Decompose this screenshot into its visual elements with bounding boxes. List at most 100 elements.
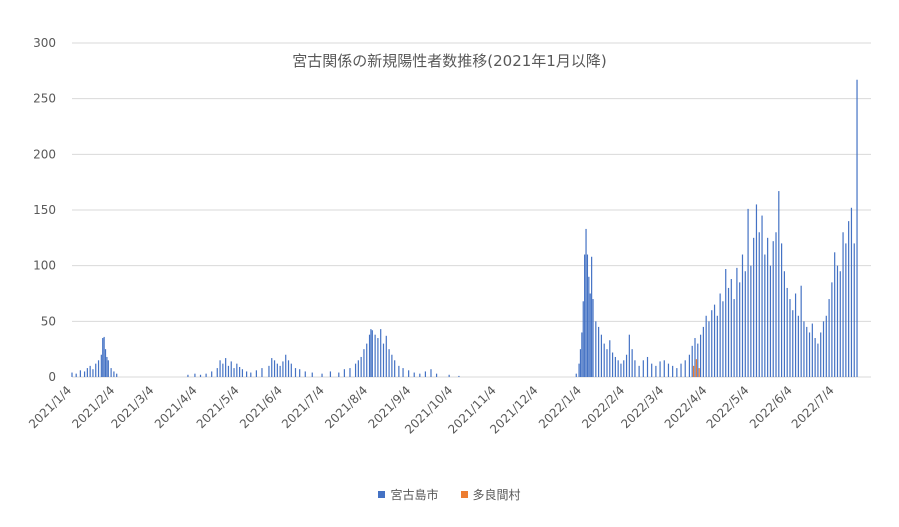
bar-s0-124 <box>699 334 702 377</box>
bar-s0-35 <box>255 370 257 377</box>
bar-s0-93 <box>595 321 597 377</box>
bar-s0-103 <box>623 360 625 377</box>
bar-s0-6 <box>92 369 94 377</box>
bar-s0-2 <box>79 370 81 377</box>
bar-s0-16 <box>113 371 115 377</box>
bar-s0-144 <box>755 204 758 377</box>
bar-s0-63 <box>374 334 376 377</box>
bar-s0-114 <box>663 360 665 377</box>
chart-title: 宮古関係の新規陽性者数推移(2021年1月以降) <box>292 52 607 70</box>
bar-s0-135 <box>730 279 732 377</box>
bar-s0-132 <box>722 301 724 377</box>
bar-s0-152 <box>778 191 780 377</box>
bar-s0-146 <box>761 215 763 377</box>
bar-s0-104 <box>625 354 628 377</box>
bar-s0-74 <box>413 372 415 377</box>
bar-s0-86 <box>584 254 586 377</box>
bar-s0-3 <box>83 371 86 377</box>
bar-s0-45 <box>290 363 292 377</box>
bar-s0-98 <box>609 340 611 377</box>
x-tick-label-16: 2022/5/4 <box>704 383 752 431</box>
bar-s0-34 <box>250 372 252 377</box>
bar-s0-69 <box>391 354 393 377</box>
bar-s0-68 <box>388 349 390 377</box>
x-tick-label-12: 2022/1/4 <box>536 383 584 431</box>
bar-s1-0 <box>692 365 695 377</box>
bar-s0-116 <box>672 365 674 377</box>
bar-s0-48 <box>304 371 306 377</box>
bar-s0-78 <box>435 373 438 377</box>
legend-swatch-1 <box>460 491 468 498</box>
bar-s0-173 <box>836 265 839 377</box>
bar-s0-111 <box>651 363 653 377</box>
bar-s0-109 <box>642 360 644 377</box>
bar-s0-96 <box>603 343 605 377</box>
bar-s0-159 <box>797 315 799 377</box>
y-tick-label-2: 100 <box>33 259 56 273</box>
bar-s0-60 <box>368 334 371 377</box>
bar-s0-120 <box>688 354 691 377</box>
legend-label-0: 宮古島市 <box>390 488 439 502</box>
bar-s0-49 <box>311 372 313 377</box>
bar-s0-83 <box>579 349 582 377</box>
x-tick-label-18: 2022/7/4 <box>789 383 837 431</box>
legend-swatch-0 <box>378 491 386 498</box>
bar-s0-13 <box>106 356 108 377</box>
bar-s0-123 <box>697 343 699 377</box>
x-tick-label-17: 2022/6/4 <box>747 383 795 431</box>
bar-s0-174 <box>839 271 841 377</box>
bar-s0-91 <box>591 256 593 377</box>
bar-s0-24 <box>219 360 221 377</box>
bar-s0-163 <box>808 332 811 377</box>
bar-s0-0 <box>71 372 73 377</box>
bar-s0-140 <box>744 271 746 377</box>
bar-s0-95 <box>600 334 603 377</box>
bar-s0-44 <box>287 360 290 377</box>
legend-item-0: 宮古島市 <box>378 486 439 503</box>
bar-s0-64 <box>377 338 379 377</box>
bar-s0-33 <box>246 371 248 377</box>
bar-s0-115 <box>667 363 670 377</box>
x-tick-label-5: 2021/6/4 <box>237 383 285 431</box>
bar-s0-19 <box>194 373 196 377</box>
bar-s0-52 <box>338 372 340 377</box>
bar-s0-51 <box>329 371 332 377</box>
bar-s0-21 <box>205 373 207 377</box>
bar-s0-59 <box>366 343 368 377</box>
bar-s0-172 <box>834 252 836 377</box>
bar-s0-62 <box>371 330 373 377</box>
bar-s0-169 <box>825 315 827 377</box>
bar-s0-168 <box>822 321 825 377</box>
x-tick-label-0: 2021/1/4 <box>26 383 74 431</box>
bar-s0-25 <box>222 363 224 377</box>
bar-s0-7 <box>95 363 97 377</box>
bar-s0-23 <box>216 368 218 377</box>
bar-s0-39 <box>273 360 276 377</box>
bar-s0-32 <box>241 369 244 377</box>
bar-s0-61 <box>370 329 372 377</box>
bar-s0-170 <box>828 299 830 377</box>
bar-s0-143 <box>753 237 755 377</box>
bar-s0-20 <box>199 374 202 377</box>
bar-s0-38 <box>271 358 273 377</box>
bar-s0-76 <box>424 371 427 377</box>
bar-s0-26 <box>225 358 227 377</box>
bar-s0-37 <box>268 365 270 377</box>
bar-s0-14 <box>107 360 109 377</box>
bar-s0-47 <box>299 369 301 377</box>
x-tick-label-14: 2022/3/4 <box>618 383 666 431</box>
bar-s0-50 <box>321 373 323 377</box>
bar-s0-177 <box>848 221 850 377</box>
bar-s0-41 <box>279 365 281 377</box>
bar-s0-180 <box>856 79 858 378</box>
bar-s0-43 <box>285 354 287 377</box>
bar-s0-179 <box>853 243 855 377</box>
bar-s0-36 <box>261 368 263 377</box>
bar-s0-148 <box>767 237 769 377</box>
bar-s0-149 <box>769 265 772 377</box>
bar-s0-99 <box>611 352 614 377</box>
x-tick-label-6: 2021/7/4 <box>279 383 327 431</box>
bar-s0-97 <box>606 349 608 377</box>
bar-s0-153 <box>781 243 783 377</box>
